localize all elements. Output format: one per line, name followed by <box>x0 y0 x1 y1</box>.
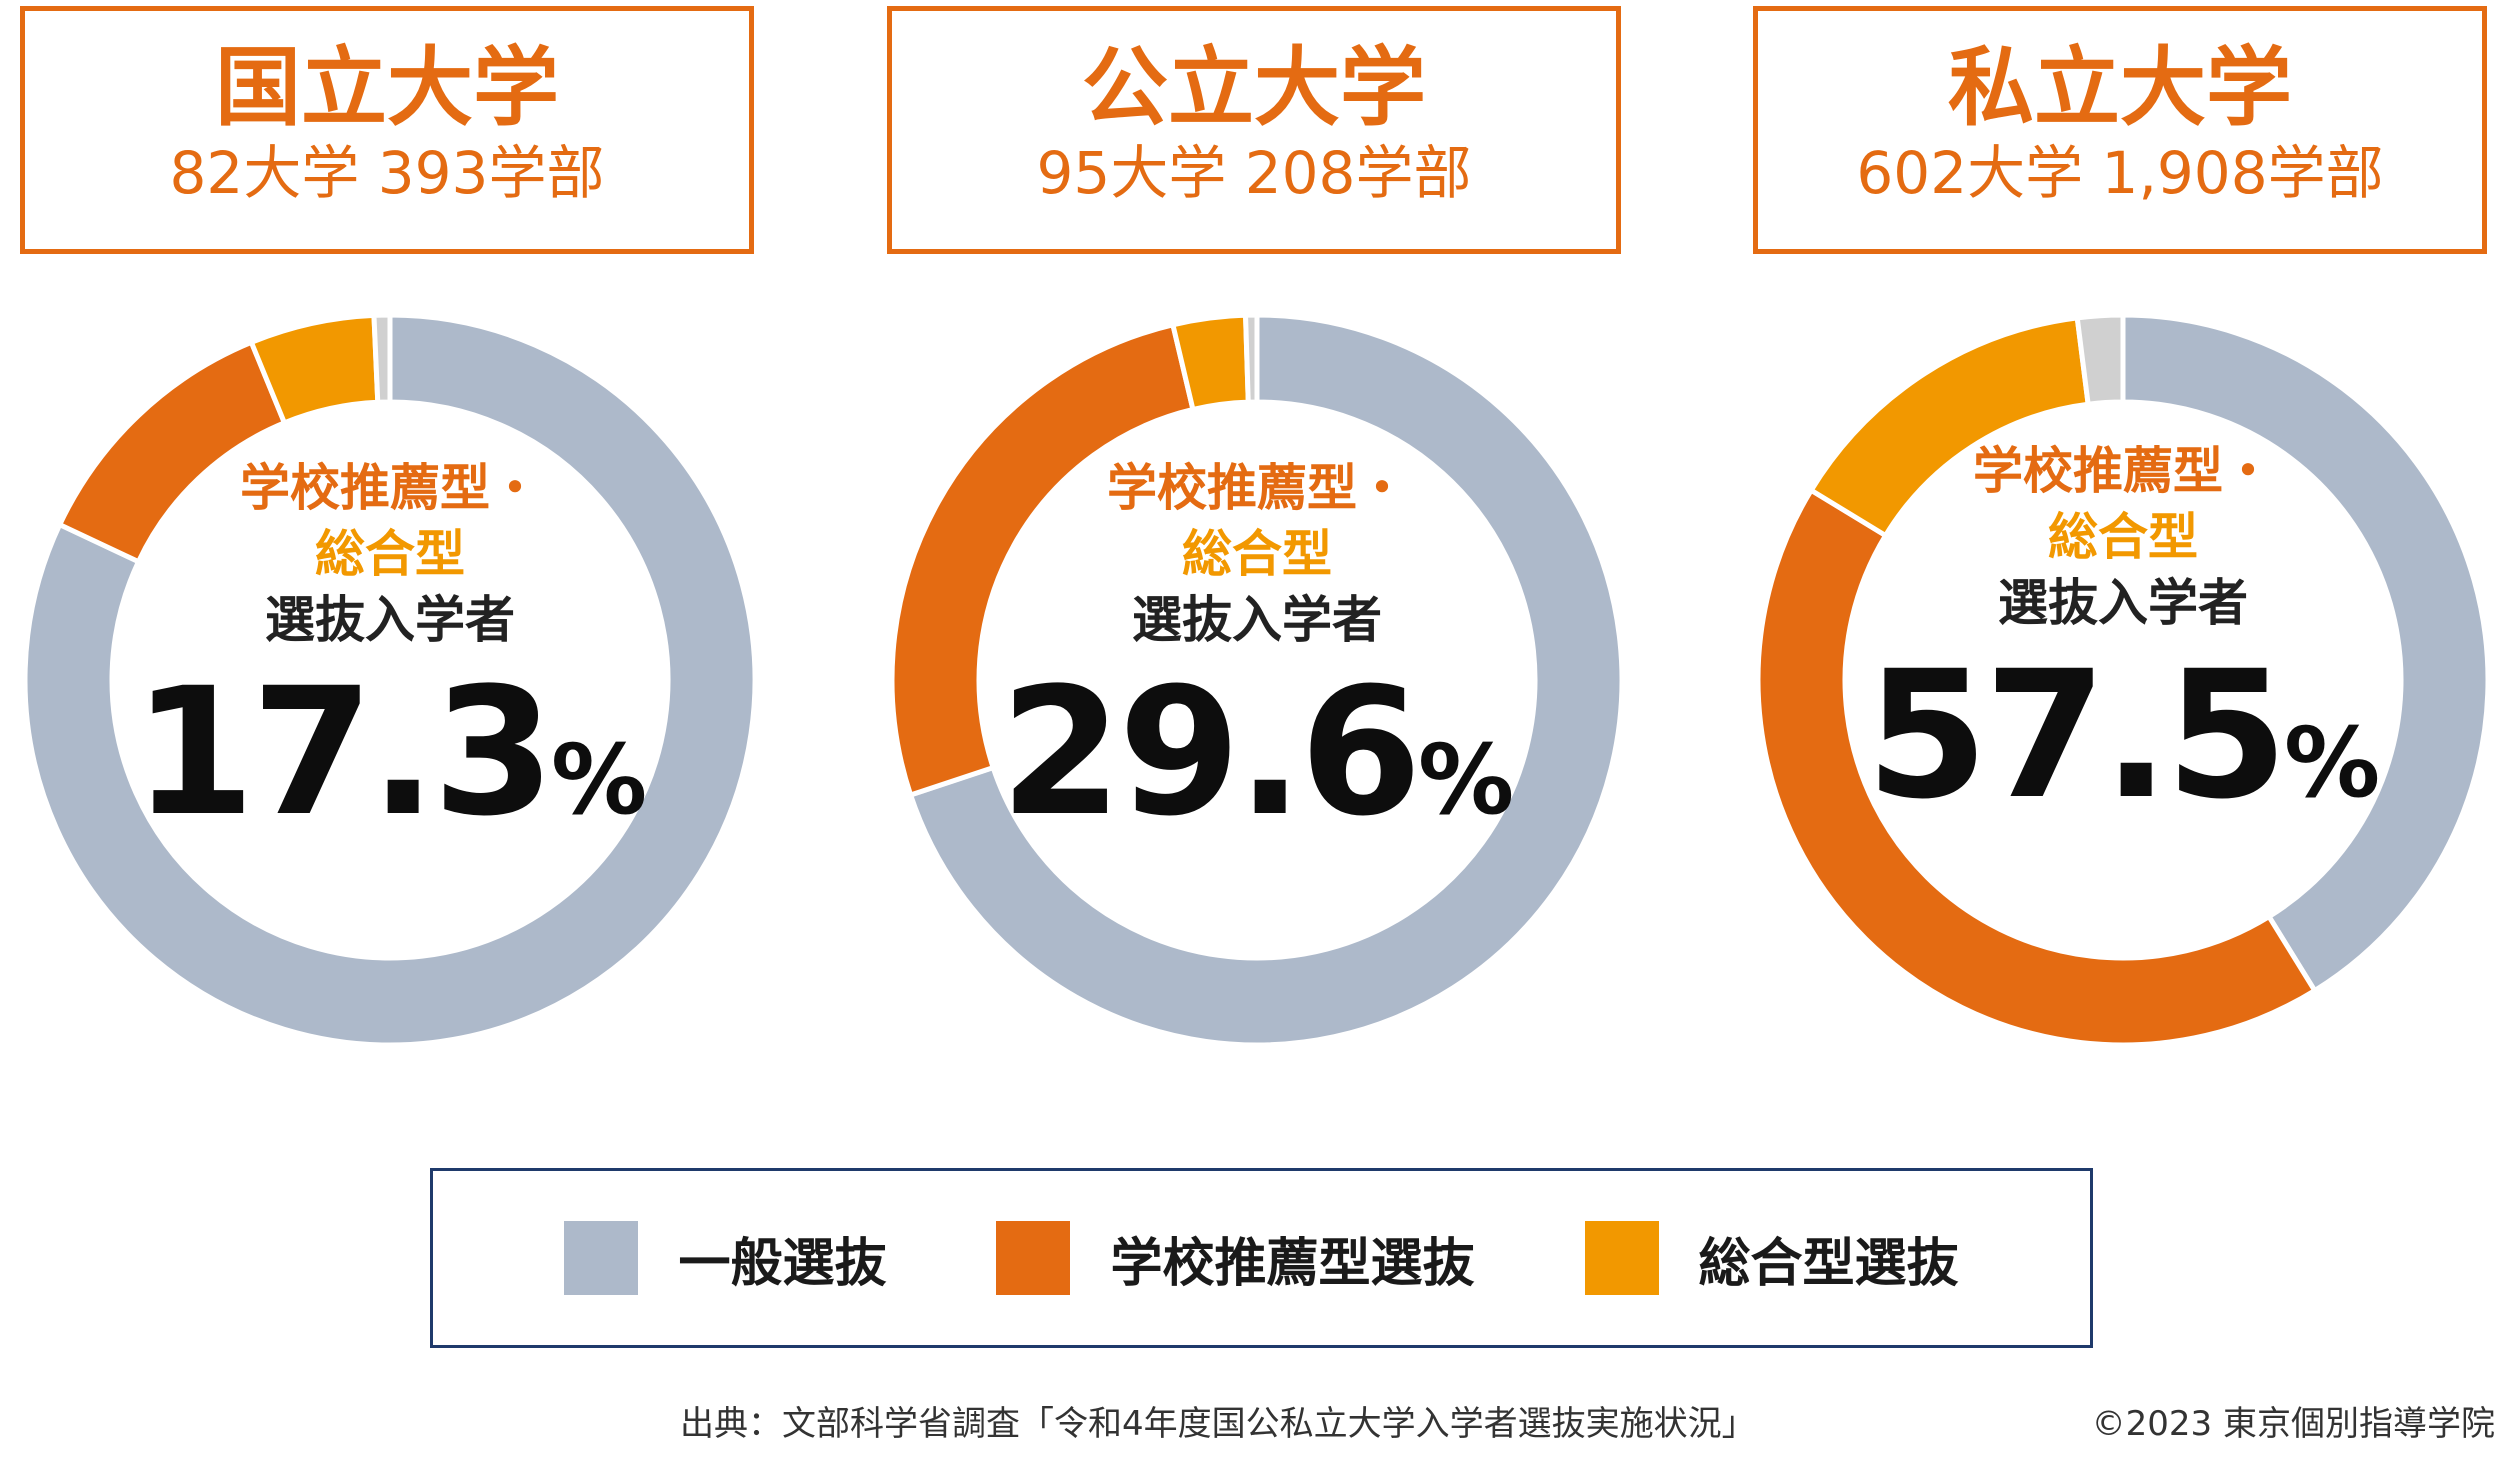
center-label-line2: 総合型 <box>2048 508 2198 566</box>
center-label-line1: 学校推薦型・ <box>1973 442 2273 500</box>
donut-slice <box>371 312 393 405</box>
center-label-line2: 総合型 <box>315 525 465 583</box>
donut-chart <box>1755 312 2491 1048</box>
title-box: 公立大学 95大学 208学部 <box>887 6 1621 254</box>
percentage-value: 17.3 <box>132 650 555 855</box>
center-label: 学校推薦型・ 総合型 選抜入学者 17.3% <box>0 455 780 898</box>
legend-item-comprehensive: 総合型選抜 <box>1584 1221 1959 1296</box>
legend-swatch <box>564 1221 639 1295</box>
center-label-line3: 選抜入学者 <box>1998 574 2248 632</box>
donut-slice <box>2074 312 2126 407</box>
center-label-line3: 選抜入学者 <box>1132 591 1382 649</box>
title-box: 私立大学 602大学 1,908学部 <box>1753 6 2487 254</box>
chart-title: 国立大学 <box>215 38 559 138</box>
legend-label: 総合型選抜 <box>1698 1233 1959 1294</box>
chart-title: 私立大学 <box>1948 38 2292 138</box>
donut-slice <box>2120 312 2491 995</box>
center-label-line3: 選抜入学者 <box>265 591 515 649</box>
center-label-line2: 総合型 <box>1182 525 1332 583</box>
chart-subtitle: 95大学 208学部 <box>1036 138 1472 207</box>
center-label-line1: 学校推薦型・ <box>1107 459 1407 517</box>
donut-chart <box>22 312 758 1048</box>
percentage-unit: % <box>2284 707 2381 819</box>
donut-slice <box>1242 312 1260 405</box>
legend-swatch <box>1584 1221 1659 1295</box>
center-label: 学校推薦型・ 総合型 選抜入学者 29.6% <box>867 455 1647 898</box>
legend-label: 学校推薦型選抜 <box>1110 1233 1475 1294</box>
donut-slice <box>889 321 1196 799</box>
donut-slice <box>1755 486 2319 1048</box>
percentage-unit: % <box>551 724 648 836</box>
chart-panel-private: 私立大学 602大学 1,908学部 学校推薦型・ 総合型 選抜入学者 57.5… <box>1733 0 2513 1120</box>
chart-subtitle: 82大学 393学部 <box>169 138 605 207</box>
chart-panel-public: 公立大学 95大学 208学部 学校推薦型・ 総合型 選抜入学者 29.6% <box>867 0 1647 1120</box>
center-percentage: 29.6% <box>867 663 1647 898</box>
center-label-line1: 学校推薦型・ <box>240 459 540 517</box>
source-note: 出典：文部科学省調査「令和4年度国公私立大学入学者選抜実施状況」 <box>680 1404 1756 1444</box>
legend: 一般選抜 学校推薦型選抜 総合型選抜 <box>430 1168 2093 1348</box>
percentage-value: 57.5 <box>1865 633 2288 838</box>
donut-slice <box>907 312 1625 1048</box>
title-box: 国立大学 82大学 393学部 <box>20 6 754 254</box>
donut-chart <box>889 312 1625 1048</box>
percentage-unit: % <box>1418 724 1515 836</box>
legend-label: 一般選抜 <box>678 1233 887 1294</box>
legend-swatch <box>996 1221 1071 1295</box>
chart-panel-national: 国立大学 82大学 393学部 学校推薦型・ 総合型 選抜入学者 17.3% <box>0 0 780 1120</box>
legend-item-general: 一般選抜 <box>564 1221 886 1296</box>
center-percentage: 57.5% <box>1733 646 2513 881</box>
legend-item-school: 学校推薦型選抜 <box>996 1221 1475 1296</box>
chart-subtitle: 602大学 1,908学部 <box>1856 138 2384 207</box>
chart-title: 公立大学 <box>1082 38 1426 138</box>
donut-slice <box>22 312 758 1048</box>
center-percentage: 17.3% <box>0 663 780 898</box>
center-label: 学校推薦型・ 総合型 選抜入学者 57.5% <box>1733 438 2513 881</box>
copyright: ©2023 東京個別指導学院 <box>2091 1404 2495 1444</box>
percentage-value: 29.6 <box>999 650 1422 855</box>
